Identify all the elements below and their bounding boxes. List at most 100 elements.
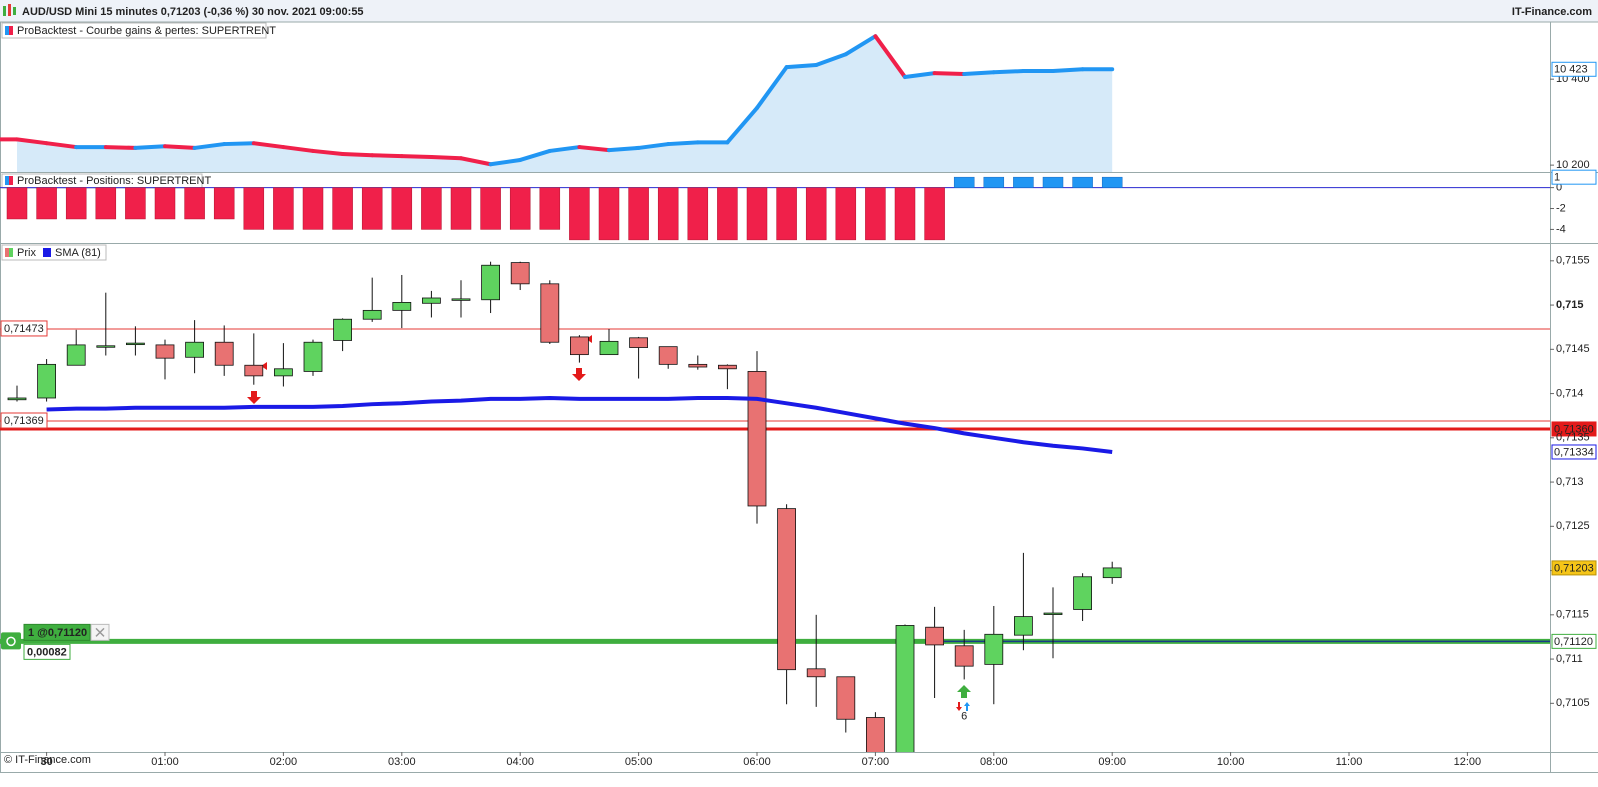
candle-body: [1014, 616, 1033, 636]
candle-body: [895, 625, 915, 752]
candle-body: [421, 297, 441, 304]
position-bar: [6, 187, 28, 220]
equity-segment: [1051, 67, 1085, 73]
price-tag: [1551, 633, 1597, 649]
candle-body: [1043, 612, 1063, 615]
position-bar: [598, 187, 620, 241]
equity-segment: [399, 154, 434, 159]
price-tag: [1551, 444, 1597, 460]
sma-line: [46, 395, 1113, 454]
x-tick-label: 08:00: [980, 756, 1008, 768]
equity-segment: [636, 142, 671, 150]
equity-segment: [962, 70, 996, 77]
signal-arrow: [956, 702, 962, 711]
equity-segment: [370, 153, 404, 159]
level-tag: [0, 412, 48, 429]
price-tag: [1551, 560, 1597, 576]
price-tag: [1551, 169, 1597, 185]
y-tick-label: 0,7135: [1556, 432, 1590, 444]
position-bar: [184, 187, 205, 220]
legend-icon: [9, 26, 13, 35]
equity-segment: [44, 141, 79, 150]
legend-icon: [5, 176, 9, 185]
position-bar: [657, 187, 679, 241]
y-tick-label: -4: [1556, 223, 1566, 235]
candle-body: [836, 676, 856, 720]
legend-icon: [43, 248, 51, 257]
position-bar: [983, 176, 1005, 188]
price-tag-label: 0,71203: [1554, 562, 1594, 574]
position-bar: [717, 187, 738, 241]
position-icon: [1, 632, 21, 650]
equity-segment: [15, 137, 49, 146]
x-tick-label: 04:00: [506, 756, 534, 768]
equity-segment: [666, 140, 700, 147]
level-label: 0,71369: [4, 415, 44, 427]
position-bar: [1042, 176, 1064, 188]
candle-body: [96, 345, 116, 348]
position-close-icon[interactable]: [95, 627, 105, 637]
y-tick-label: 0,711: [1556, 653, 1583, 665]
position-bar: [421, 187, 442, 230]
position-label: 1 @0,71120: [28, 627, 87, 639]
candle-body: [718, 364, 737, 370]
annotation: 6: [961, 710, 967, 722]
candle-body: [599, 340, 619, 356]
legend-label: ProBacktest - Courbe gains & pertes: SUP…: [17, 25, 276, 37]
level-label: 0,71473: [4, 323, 44, 335]
y-tick-label: -2: [1556, 202, 1566, 214]
candle-body: [214, 341, 234, 366]
equity-segment: [311, 148, 345, 156]
price-tag-label: 1: [1554, 172, 1560, 184]
candle-body: [66, 344, 86, 366]
equity-segment: [607, 145, 641, 153]
equity-segment: [103, 145, 138, 150]
price-tag: [1551, 61, 1597, 77]
candle-body: [777, 508, 796, 671]
price-tag-label: 0,71120: [1554, 636, 1593, 648]
candle-body: [806, 668, 826, 678]
price-panel: [0, 261, 1550, 752]
y-tick-label: 0,7115: [1556, 609, 1589, 621]
position-bar: [480, 187, 501, 230]
candle-body: [866, 717, 885, 752]
equity-segment: [192, 142, 227, 150]
x-tick-label: 10:00: [1217, 756, 1245, 768]
x-tick-label: 06:00: [743, 756, 771, 768]
position-bar: [1013, 176, 1034, 188]
x-tick-label: 30: [40, 756, 52, 768]
legend-box: [1, 244, 107, 261]
equity-area: [17, 36, 1113, 172]
header-icon: [13, 7, 16, 15]
positions-panel: [0, 176, 1550, 241]
header-brand: IT-Finance.com: [1512, 6, 1592, 18]
equity-segment: [133, 144, 167, 150]
equity-segment: [222, 141, 256, 147]
y-tick-label: 0,714: [1556, 387, 1584, 399]
x-tick-label: 12:00: [1454, 756, 1482, 768]
legend-label: SMA (81): [55, 247, 101, 259]
position-bar: [746, 187, 768, 241]
legend-label: Prix: [17, 247, 36, 259]
position-bar: [36, 187, 57, 220]
equity-segment: [340, 151, 375, 158]
position-bar: [125, 187, 146, 220]
price-tag: [1551, 421, 1597, 437]
position-bar: [213, 187, 235, 220]
x-tick-label: 09:00: [1098, 756, 1126, 768]
candle-body: [658, 346, 678, 365]
equity-segment: [843, 34, 878, 57]
candle-body: [984, 633, 1004, 665]
legend-icon: [9, 176, 13, 185]
position-bar: [450, 187, 472, 230]
y-tick-label: 0,7105: [1556, 697, 1590, 709]
sell-arrow: [572, 368, 586, 381]
equity-segment: [251, 141, 286, 150]
x-tick-label: 03:00: [388, 756, 416, 768]
candle-body: [126, 342, 145, 346]
candle-body: [510, 262, 530, 285]
candle-body: [451, 298, 471, 301]
position-bar: [243, 187, 265, 230]
pnl-label: 0,00082: [27, 646, 67, 658]
